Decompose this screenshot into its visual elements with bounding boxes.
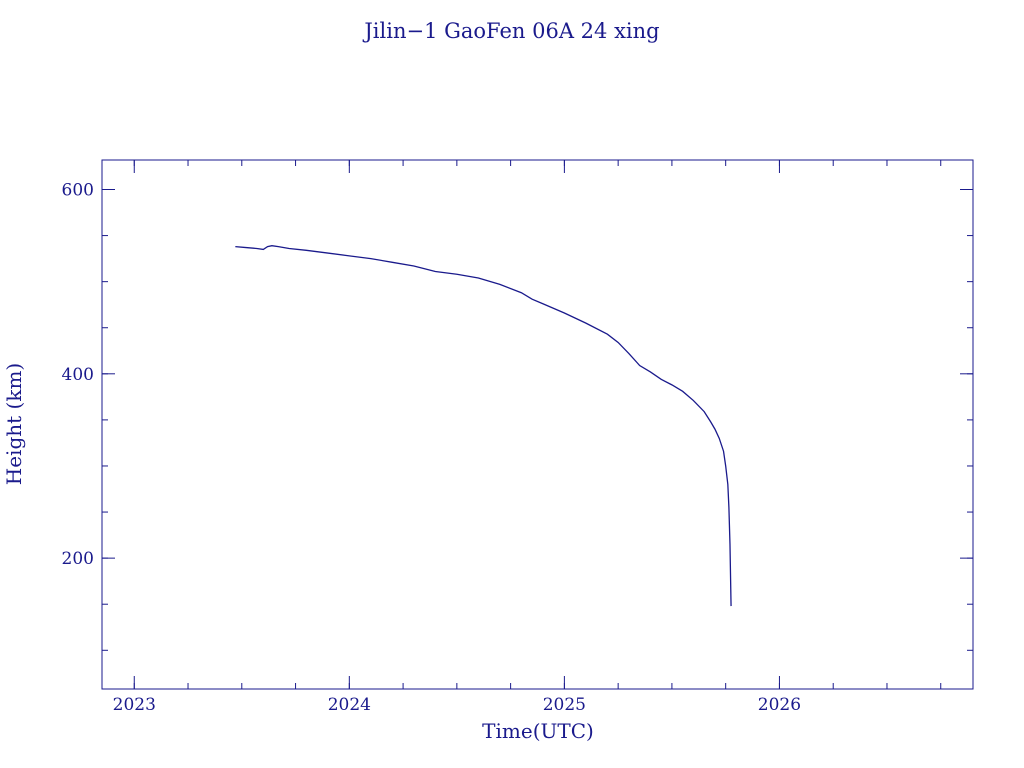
y-tick-label: 200 (62, 549, 94, 569)
axis-tick-labels: 2023 2024 2025 2026 200 400 600 (62, 180, 802, 715)
chart-title: Jilin−1 GaoFen 06A 24 xing (362, 19, 659, 43)
x-tick-label: 2024 (328, 695, 371, 715)
height-series-line (235, 245, 732, 607)
plot-frame (101, 159, 974, 690)
x-tick-label: 2023 (113, 695, 156, 715)
x-axis-label: Time(UTC) (482, 719, 594, 743)
y-tick-label: 400 (62, 365, 94, 385)
y-tick-label: 600 (62, 180, 94, 200)
axis-ticks (102, 160, 973, 689)
x-tick-label: 2025 (543, 695, 586, 715)
x-tick-label: 2026 (758, 695, 801, 715)
y-axis-label: Height (km) (2, 363, 26, 485)
